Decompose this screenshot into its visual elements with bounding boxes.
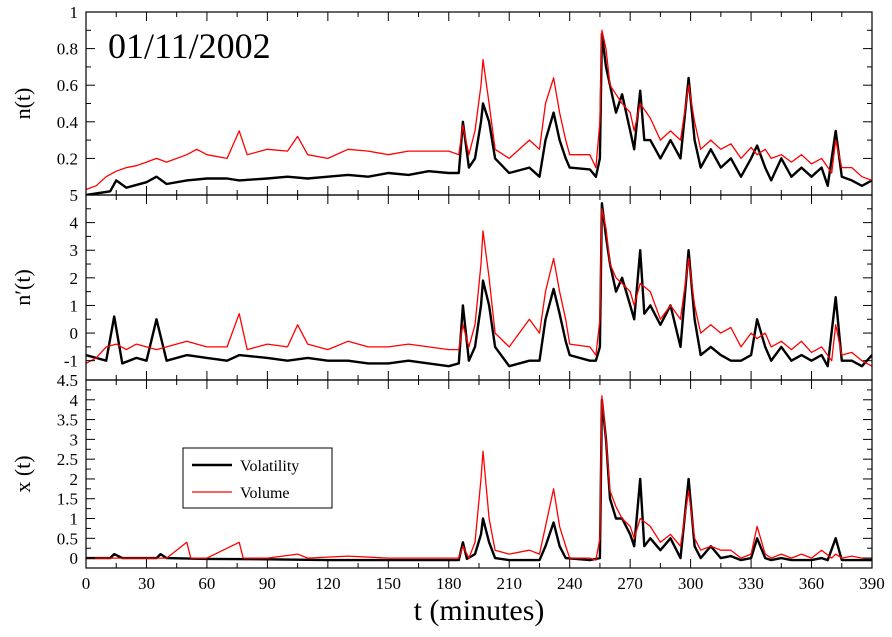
ytick-label-middle: 3: [70, 241, 79, 260]
series-volume-bottom: [86, 395, 872, 561]
ytick-label-bottom: 2.5: [57, 450, 78, 469]
legend-box: [182, 447, 333, 509]
series-volatility-middle: [86, 202, 872, 368]
xlabel: t (minutes): [414, 594, 545, 627]
xtick-label: 0: [82, 574, 91, 593]
xtick-label: 360: [799, 574, 825, 593]
ylabel-middle: n′(t): [10, 269, 35, 306]
ytick-label-top: 0.6: [57, 76, 78, 95]
panel-top: 1 0.8 0.6 0.4 0.2 n(t) 01/11/2002: [10, 3, 873, 196]
ytick-label-middle: 0: [70, 324, 79, 343]
ylabel-bottom: x (t): [10, 455, 35, 492]
ytick-label-bottom: 3: [70, 430, 79, 449]
ytick-label-bottom: 4: [70, 391, 79, 410]
series-volatility-top: [86, 32, 872, 195]
ytick-label-bottom: 0: [70, 549, 79, 568]
xtick-label: 210: [496, 574, 522, 593]
xtick-label: 120: [315, 574, 341, 593]
ytick-label-top: 0.2: [57, 149, 78, 168]
ytick-label-middle: 1: [70, 296, 79, 315]
ytick-label-middle: 4: [70, 214, 79, 233]
ytick-label-middle: 5: [70, 186, 79, 205]
ytick-label-bottom: 1.5: [57, 490, 78, 509]
xtick-label: 90: [259, 574, 276, 593]
ytick-label-top: 0.4: [57, 113, 79, 132]
xtick-label: 150: [376, 574, 402, 593]
xtick-label: 180: [436, 574, 462, 593]
xtick-label: 270: [617, 574, 643, 593]
ylabel-top: n(t): [10, 88, 35, 120]
legend-label-volume: Volume: [240, 485, 289, 502]
legend: Volatility Volume: [182, 447, 333, 509]
xtick-label: 30: [138, 574, 155, 593]
series-volume-middle: [86, 208, 872, 367]
legend-label-volatility: Volatility: [240, 458, 299, 475]
xtick-label: 60: [198, 574, 215, 593]
date-annotation: 01/11/2002: [108, 26, 271, 66]
ytick-label-top: 1: [70, 3, 79, 22]
ytick-label-middle: -1: [64, 352, 78, 371]
xtick-label: 390: [859, 574, 885, 593]
panel-middle: 5 4 3 2 1 0 -1 n′(t): [10, 186, 873, 381]
series-volume-top: [86, 29, 872, 191]
ytick-label-bottom: 1: [70, 510, 79, 529]
xtick-label: 240: [557, 574, 583, 593]
chart-panels: 10.80.60.40.2n(t)01/11/2002543210-1n′(t)…: [10, 3, 885, 627]
ytick-label-bottom: 4.5: [57, 371, 78, 390]
ytick-label-top: 0.8: [57, 40, 78, 59]
ytick-label-bottom: 3.5: [57, 411, 78, 430]
ytick-label-bottom: 0.5: [57, 529, 78, 548]
ytick-label-bottom: 2: [70, 470, 79, 489]
panel-bottom: 4.543.532.521.510.50x (t)0 30 60 90 120 150 18…: [10, 371, 885, 627]
ytick-label-middle: 2: [70, 269, 79, 288]
xtick-label: 300: [678, 574, 704, 593]
xtick-label: 330: [738, 574, 764, 593]
